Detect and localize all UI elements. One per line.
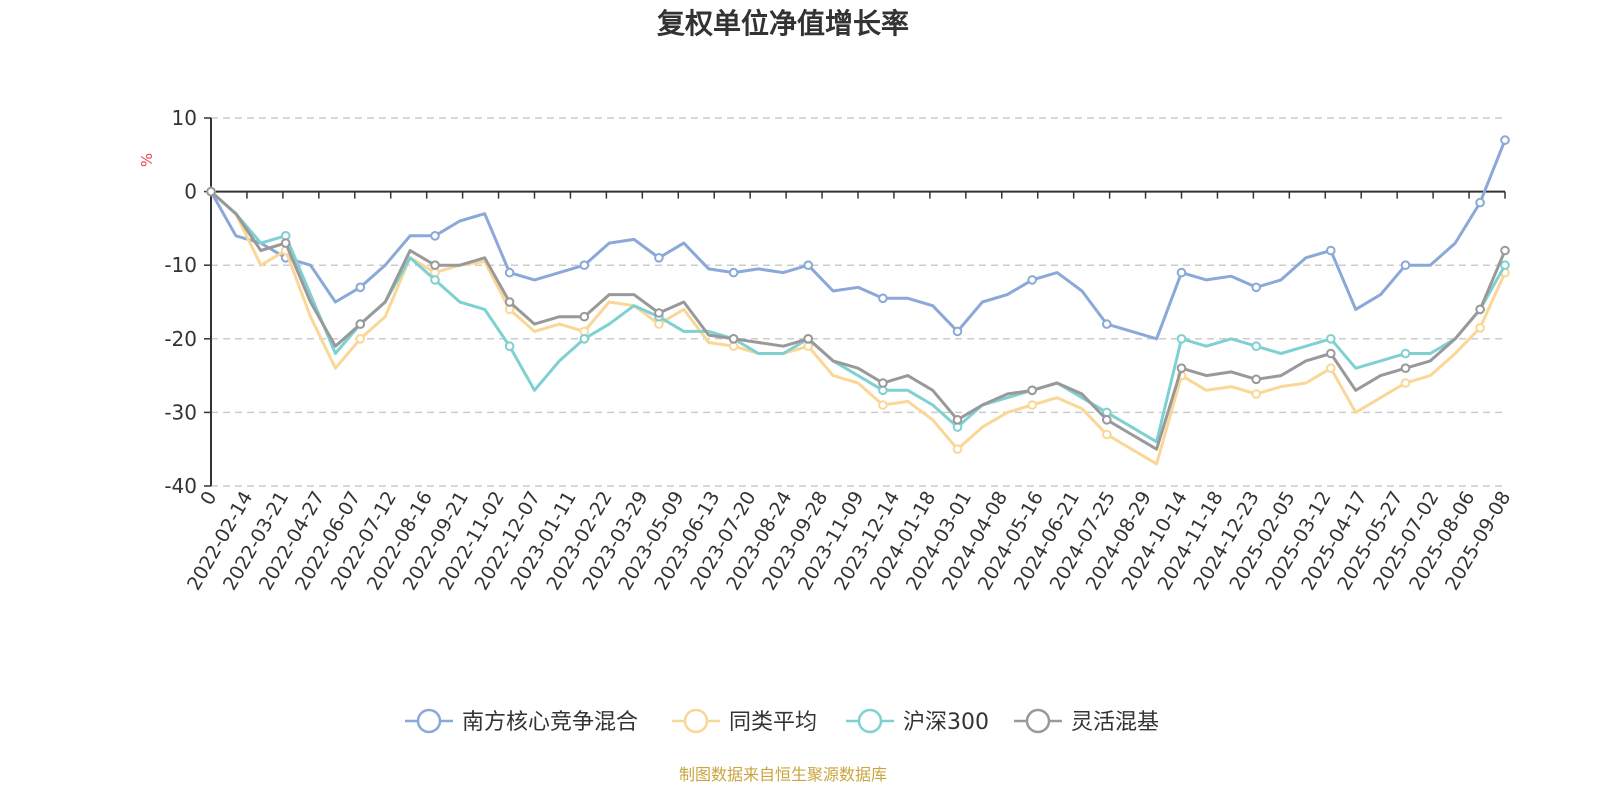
- series-line: [209, 139, 1507, 341]
- legend[interactable]: 南方核心竞争混合 同类平均 沪深300 灵活混基: [405, 708, 1159, 735]
- legend-item[interactable]: 南方核心竞争混合: [405, 708, 638, 735]
- series-point: [1500, 245, 1510, 256]
- series-point: [952, 415, 963, 425]
- series-point: [1326, 334, 1336, 344]
- series-line: [210, 190, 1507, 444]
- series-point: [728, 334, 739, 344]
- axes: 100-10-20-30-4002022-02-142022-03-212022…: [164, 106, 1515, 594]
- series-point: [728, 267, 739, 278]
- series-3: [206, 186, 1510, 444]
- series-line: [210, 190, 1507, 466]
- series-point: [1326, 348, 1336, 359]
- x-origin-label: 0: [196, 488, 221, 509]
- gridlines: [211, 117, 1505, 487]
- series-point: [878, 293, 888, 304]
- series-point: [1475, 323, 1485, 333]
- series-point: [1251, 282, 1261, 293]
- series-point: [430, 275, 440, 285]
- legend-item[interactable]: 灵活混基: [1014, 708, 1159, 735]
- series-point: [355, 334, 366, 344]
- series-point: [1400, 348, 1411, 359]
- legend-label: 同类平均: [729, 710, 817, 735]
- series-point: [430, 260, 440, 271]
- series-point: [654, 308, 664, 318]
- y-tick-label: -40: [164, 474, 197, 498]
- legend-item[interactable]: 同类平均: [672, 708, 817, 735]
- series-point: [1475, 197, 1485, 208]
- series-point: [1500, 260, 1510, 271]
- data-source-note: 制图数据来自恒生聚源数据库: [679, 765, 887, 784]
- series-point: [1400, 260, 1411, 271]
- series-point: [803, 334, 814, 344]
- series-point: [1027, 400, 1037, 410]
- y-unit-label: %: [138, 153, 156, 167]
- legend-label: 南方核心竞争混合: [462, 710, 638, 735]
- series-point: [952, 326, 963, 337]
- series-point: [1176, 334, 1187, 344]
- series-point: [1176, 267, 1187, 278]
- series-point: [504, 341, 515, 352]
- series-point: [504, 297, 515, 307]
- series-point: [1326, 363, 1336, 374]
- legend-swatch-marker: [416, 708, 442, 734]
- series-point: [579, 311, 590, 322]
- series-point: [355, 319, 366, 329]
- series-point: [952, 444, 963, 455]
- series-point: [878, 378, 888, 388]
- y-tick-label: 10: [172, 106, 197, 130]
- series-point: [579, 260, 590, 271]
- series-point: [1326, 245, 1336, 256]
- series-point: [355, 282, 366, 293]
- series-point: [1102, 319, 1112, 329]
- y-tick-label: -10: [164, 253, 197, 277]
- series-point: [1251, 341, 1261, 352]
- series-point: [878, 400, 888, 410]
- series-point: [1475, 304, 1485, 315]
- series-point: [803, 260, 814, 271]
- series-point: [654, 252, 664, 263]
- series-point: [504, 267, 515, 278]
- series-lines: [206, 135, 1510, 466]
- chart-title: 复权单位净值增长率: [657, 7, 909, 40]
- legend-swatch-marker: [1025, 708, 1051, 734]
- series-point: [280, 238, 291, 248]
- y-tick-label: -20: [164, 327, 197, 351]
- series-2: [206, 186, 1510, 466]
- series-1: [206, 135, 1510, 341]
- series-point: [1102, 429, 1112, 440]
- series-point: [1251, 389, 1261, 399]
- y-tick-label: 0: [184, 180, 197, 204]
- legend-swatch-marker: [683, 708, 709, 734]
- legend-label: 沪深300: [903, 710, 989, 735]
- series-point: [1102, 415, 1112, 425]
- series-point: [1500, 135, 1510, 145]
- series-point: [1027, 385, 1037, 396]
- series-4: [206, 186, 1510, 451]
- series-point: [1400, 363, 1411, 374]
- series-point: [1027, 275, 1037, 285]
- series-point: [1176, 363, 1187, 374]
- series-point: [430, 231, 440, 241]
- legend-label: 灵活混基: [1071, 710, 1159, 735]
- series-line: [210, 190, 1507, 451]
- series-point: [579, 334, 590, 344]
- y-tick-label: -30: [164, 400, 197, 424]
- legend-item[interactable]: 沪深300: [846, 708, 989, 735]
- series-point: [206, 186, 216, 197]
- series-point: [1400, 378, 1411, 388]
- series-point: [1251, 374, 1261, 385]
- legend-swatch-marker: [857, 708, 883, 734]
